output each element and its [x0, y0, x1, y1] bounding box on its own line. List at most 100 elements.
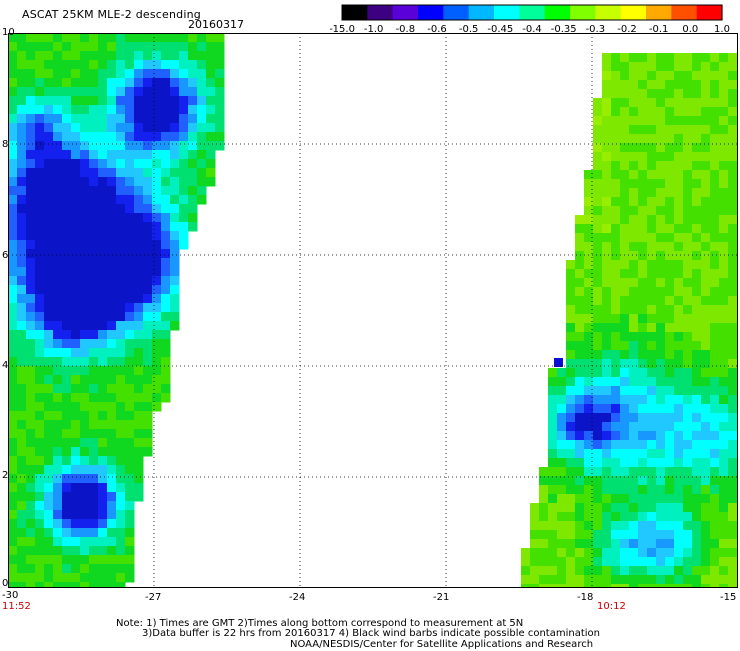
swath-cell	[134, 204, 144, 214]
swath-cell	[692, 80, 702, 90]
swath-cell	[89, 150, 99, 160]
swath-cell	[116, 546, 126, 556]
swath-cell	[89, 339, 99, 349]
swath-cell	[719, 296, 729, 306]
swath-cell	[629, 287, 639, 297]
swath-cell	[665, 332, 675, 342]
swath-cell	[728, 494, 738, 504]
swath-cell	[638, 53, 648, 63]
swath-cell	[647, 296, 657, 306]
swath-cell	[179, 177, 189, 187]
swath-cell	[8, 213, 18, 223]
swath-cell	[107, 114, 117, 124]
swath-cell	[593, 242, 603, 252]
swath-cell	[62, 429, 72, 439]
swath-cell	[53, 276, 63, 286]
swath-cell	[593, 503, 603, 513]
swath-cell	[692, 350, 702, 360]
swath-cell	[629, 350, 639, 360]
swath-cell	[728, 116, 738, 126]
swath-cell	[17, 186, 27, 196]
swath-cell	[602, 251, 612, 261]
swath-cell	[17, 411, 27, 421]
swath-cell	[80, 456, 90, 466]
swath-cell	[674, 422, 684, 432]
swath-cell	[179, 141, 189, 151]
swath-cell	[134, 105, 144, 115]
swath-cell	[26, 582, 36, 588]
colorbar-label: 1.0	[714, 24, 730, 35]
swath-cell	[89, 177, 99, 187]
swath-cell	[638, 89, 648, 99]
swath-cell	[71, 168, 81, 178]
swath-cell	[665, 467, 675, 477]
swath-cell	[71, 249, 81, 259]
swath-cell	[152, 60, 162, 70]
swath-cell	[170, 303, 180, 313]
swath-cell	[629, 413, 639, 423]
swath-cell	[710, 386, 720, 396]
swath-cell	[80, 303, 90, 313]
swath-cell	[548, 422, 558, 432]
swath-cell	[8, 204, 18, 214]
swath-cell	[611, 305, 621, 315]
swath-cell	[728, 575, 738, 585]
swath-cell	[107, 294, 117, 304]
swath-cell	[125, 159, 135, 169]
swath-cell	[602, 107, 612, 117]
swath-cell	[134, 159, 144, 169]
swath-cell	[557, 485, 567, 495]
swath-cell	[170, 159, 180, 169]
swath-cell	[602, 170, 612, 180]
swath-cell	[53, 555, 63, 565]
swath-cell	[170, 51, 180, 61]
swath-cell	[665, 494, 675, 504]
swath-cell	[98, 447, 108, 457]
swath-cell	[116, 141, 126, 151]
swath-cell	[701, 188, 711, 198]
swath-cell	[134, 132, 144, 142]
swath-cell	[593, 485, 603, 495]
swath-cell	[674, 566, 684, 576]
swath-cell	[17, 159, 27, 169]
swath-cell	[26, 339, 36, 349]
swath-cell	[719, 107, 729, 117]
swath-cell	[701, 449, 711, 459]
swath-cell	[629, 332, 639, 342]
swath-cell	[107, 438, 117, 448]
swath-cell	[152, 78, 162, 88]
swath-cell	[611, 62, 621, 72]
swath-cell	[161, 150, 171, 160]
swath-cell	[692, 431, 702, 441]
swath-cell	[107, 204, 117, 214]
swath-cell	[107, 33, 117, 43]
swath-cell	[89, 519, 99, 529]
swath-cell	[530, 521, 540, 531]
swath-cell	[611, 503, 621, 513]
swath-cell	[17, 123, 27, 133]
x-tick-label: -27	[145, 592, 162, 603]
swath-cell	[35, 456, 45, 466]
swath-cell	[35, 564, 45, 574]
swath-cell	[44, 456, 54, 466]
colorbar-label: -0.3	[586, 24, 606, 35]
swath-cell	[647, 206, 657, 216]
swath-cell	[584, 503, 594, 513]
swath-cell	[620, 476, 630, 486]
swath-cell	[107, 213, 117, 223]
swath-cell	[593, 557, 603, 567]
swath-cell	[62, 321, 72, 331]
swath-cell	[161, 87, 171, 97]
swath-cell	[179, 51, 189, 61]
swath-cell	[674, 548, 684, 558]
swath-cell	[602, 539, 612, 549]
swath-cell	[647, 557, 657, 567]
swath-cell	[89, 87, 99, 97]
swath-cell	[638, 440, 648, 450]
swath-cell	[35, 447, 45, 457]
swath-cell	[701, 476, 711, 486]
swath-cell	[89, 303, 99, 313]
swath-cell	[692, 539, 702, 549]
swath-cell	[53, 204, 63, 214]
swath-cell	[107, 357, 117, 367]
